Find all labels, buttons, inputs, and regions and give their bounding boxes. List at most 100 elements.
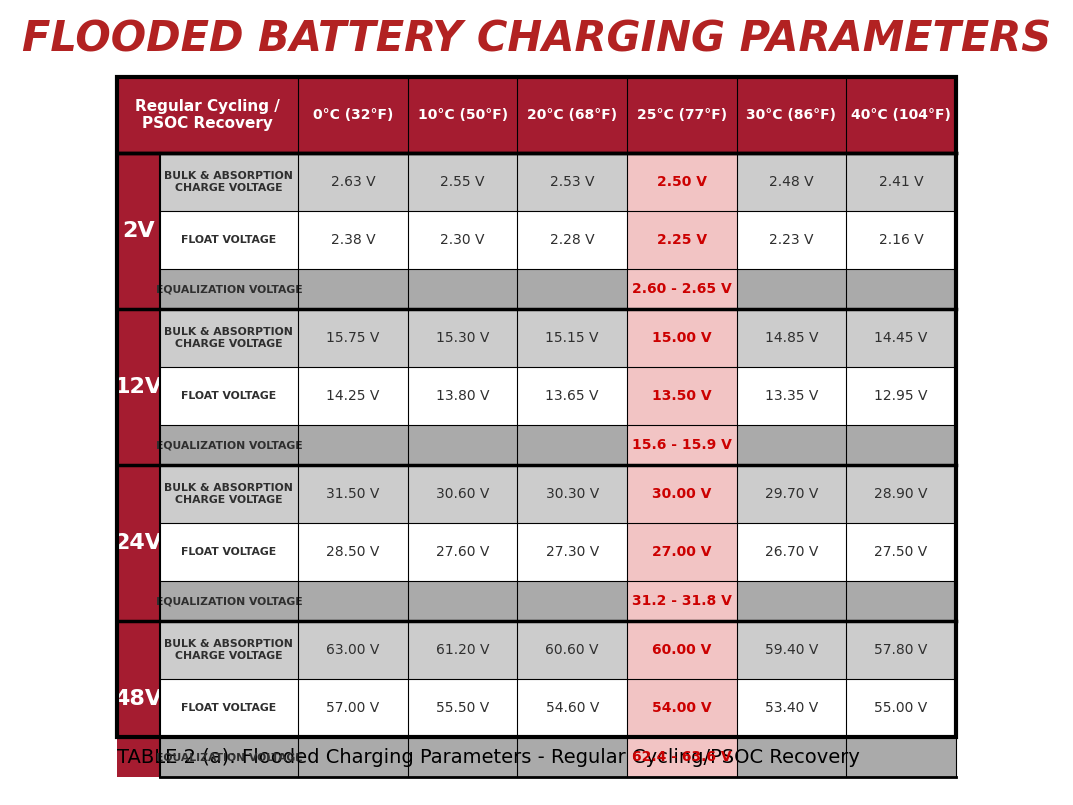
Text: 10°C (50°F): 10°C (50°F) [417,108,508,122]
Text: 2.28 V: 2.28 V [550,233,594,247]
Bar [737,523,847,581]
Text: TABLE 2 (a): Flooded Charging Parameters - Regular Cycling/PSOC Recovery: TABLE 2 (a): Flooded Charging Parameters… [117,748,861,766]
Text: BULK & ABSORPTION
CHARGE VOLTAGE: BULK & ABSORPTION CHARGE VOLTAGE [164,639,293,661]
Bar [298,581,408,621]
Bar [737,211,847,269]
Bar [298,425,408,465]
Text: 55.00 V: 55.00 V [874,701,928,715]
Text: BULK & ABSORPTION
CHARGE VOLTAGE: BULK & ABSORPTION CHARGE VOLTAGE [164,171,293,193]
Bar [408,621,517,679]
Text: 26.70 V: 26.70 V [765,545,818,559]
Bar [737,581,847,621]
Bar [408,465,517,523]
Text: 15.00 V: 15.00 V [652,331,711,345]
Bar [517,523,627,581]
Text: EQUALIZATION VOLTAGE: EQUALIZATION VOLTAGE [156,284,303,294]
Text: 13.35 V: 13.35 V [765,389,818,403]
Text: 27.60 V: 27.60 V [436,545,489,559]
Bar [517,581,627,621]
Text: 30.30 V: 30.30 V [545,487,599,501]
Text: 63.00 V: 63.00 V [326,643,380,657]
Text: 15.6 - 15.9 V: 15.6 - 15.9 V [632,438,732,452]
Bar [160,211,298,269]
Text: 15.30 V: 15.30 V [436,331,489,345]
Bar [737,679,847,737]
Bar [298,737,408,777]
Bar [627,465,737,523]
Text: EQUALIZATION VOLTAGE: EQUALIZATION VOLTAGE [156,752,303,762]
Text: 14.45 V: 14.45 V [874,331,928,345]
Bar [117,621,160,777]
Text: 62.4 - 63.6 V: 62.4 - 63.6 V [632,750,732,764]
Bar [627,269,737,309]
Bar [408,153,517,211]
Text: 40°C (104°F): 40°C (104°F) [851,108,951,122]
Text: 2V: 2V [122,221,155,241]
Bar [847,367,956,425]
Bar [517,621,627,679]
Bar [627,737,737,777]
Text: 13.65 V: 13.65 V [545,389,599,403]
Bar [117,465,160,621]
Bar [408,737,517,777]
Text: 2.23 V: 2.23 V [769,233,813,247]
Text: 2.48 V: 2.48 V [769,175,813,189]
Bar [627,153,737,211]
Bar [737,309,847,367]
Bar [627,309,737,367]
Bar [847,269,956,309]
Text: BULK & ABSORPTION
CHARGE VOLTAGE: BULK & ABSORPTION CHARGE VOLTAGE [164,483,293,505]
Text: 54.60 V: 54.60 V [545,701,599,715]
Bar [408,425,517,465]
Bar [737,621,847,679]
Text: 2.16 V: 2.16 V [879,233,924,247]
Bar [627,679,737,737]
Text: 2.25 V: 2.25 V [657,233,707,247]
Bar [408,309,517,367]
Bar [298,269,408,309]
Text: 2.50 V: 2.50 V [657,175,707,189]
Text: Regular Cycling /
PSOC Recovery: Regular Cycling / PSOC Recovery [135,99,280,131]
Text: 13.50 V: 13.50 V [652,389,711,403]
Text: 55.50 V: 55.50 V [436,701,489,715]
Bar [737,737,847,777]
Bar [160,269,298,309]
Bar [160,309,298,367]
Bar [517,269,627,309]
Bar [737,425,847,465]
Text: 2.53 V: 2.53 V [550,175,594,189]
Bar [627,367,737,425]
Text: 2.30 V: 2.30 V [440,233,485,247]
Text: 54.00 V: 54.00 V [652,701,711,715]
Bar [298,211,408,269]
Bar [737,465,847,523]
Bar [298,621,408,679]
Bar [517,309,627,367]
Text: 53.40 V: 53.40 V [765,701,818,715]
Text: 60.60 V: 60.60 V [545,643,599,657]
Bar [627,425,737,465]
Text: 29.70 V: 29.70 V [765,487,818,501]
Text: 57.00 V: 57.00 V [326,701,380,715]
Text: 27.00 V: 27.00 V [652,545,711,559]
Text: FLOAT VOLTAGE: FLOAT VOLTAGE [181,547,277,557]
Bar [408,211,517,269]
Text: BULK & ABSORPTION
CHARGE VOLTAGE: BULK & ABSORPTION CHARGE VOLTAGE [164,327,293,349]
Bar [847,581,956,621]
Text: 59.40 V: 59.40 V [765,643,818,657]
Bar [847,425,956,465]
Bar [408,523,517,581]
Text: 30.00 V: 30.00 V [652,487,711,501]
Bar [160,621,298,679]
Bar [117,309,160,465]
Text: 57.80 V: 57.80 V [874,643,928,657]
Bar [517,737,627,777]
Bar [117,77,956,737]
Text: 14.85 V: 14.85 V [765,331,818,345]
Bar [408,581,517,621]
Text: 15.15 V: 15.15 V [545,331,599,345]
Text: FLOAT VOLTAGE: FLOAT VOLTAGE [181,703,277,713]
Bar [627,621,737,679]
Bar [737,153,847,211]
Bar [517,211,627,269]
